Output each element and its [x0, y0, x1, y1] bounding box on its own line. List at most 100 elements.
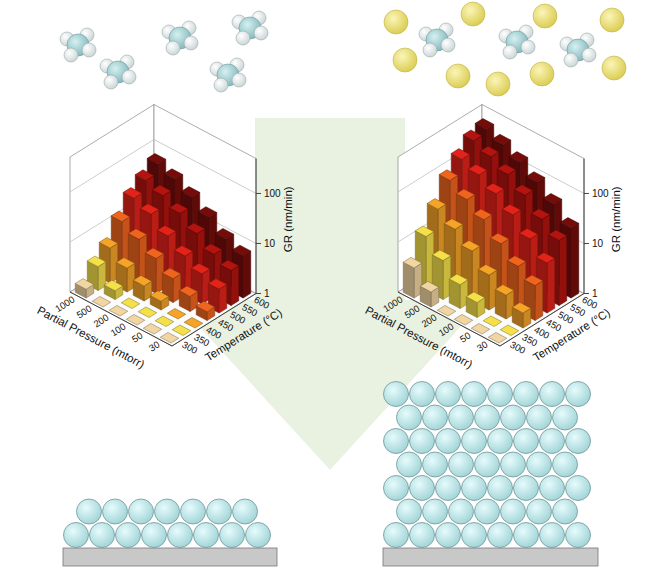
co-reactant-atom: [393, 48, 417, 72]
film-atom: [566, 382, 591, 407]
film-atom: [553, 452, 578, 477]
bar-top: [514, 185, 533, 196]
bar-top: [548, 230, 567, 241]
bar-face: [403, 262, 414, 298]
h-atom: [82, 43, 96, 57]
film-atom: [488, 523, 513, 548]
bar-top: [420, 281, 439, 292]
film: [383, 382, 598, 567]
bar-face: [571, 223, 579, 298]
bar-top: [145, 248, 164, 259]
value-axis: [256, 159, 257, 294]
category-label: 100: [108, 321, 127, 339]
film-atom: [181, 499, 206, 524]
film-atom: [90, 523, 115, 548]
bar-top: [461, 240, 480, 251]
bar-top: [560, 218, 579, 229]
tick-mark: [256, 193, 261, 194]
bar-top: [123, 188, 142, 199]
bar-top: [232, 245, 251, 256]
bar-top: [478, 265, 497, 276]
precursor-molecule: [60, 28, 96, 62]
bar: [483, 316, 502, 327]
co-reactant-atom: [446, 64, 470, 88]
bar-top: [196, 301, 215, 312]
bar-top: [497, 164, 516, 175]
bar-top: [466, 292, 485, 303]
film-atom: [233, 499, 258, 524]
tick-label: 100: [592, 188, 609, 199]
bar-top: [451, 149, 470, 160]
film-atom: [540, 523, 565, 548]
bar-top: [468, 164, 487, 175]
axis-title: Partial Pressure (mtorr): [35, 304, 146, 371]
bar-top: [147, 154, 166, 165]
chart-3d: 110100GR (nm/min)10005002001005030Partia…: [363, 105, 622, 371]
film-atom: [423, 452, 448, 477]
bar-top: [415, 226, 434, 237]
category-label: 50: [458, 330, 473, 345]
tick-mark: [584, 193, 589, 194]
bar-top: [208, 279, 227, 290]
film-atom: [129, 499, 154, 524]
bar-top: [485, 183, 504, 194]
film-atom: [462, 429, 487, 454]
bar-top: [403, 257, 422, 268]
bar-top: [104, 280, 123, 291]
axis-title: Partial Pressure (mtorr): [363, 304, 474, 371]
film-atom: [410, 523, 435, 548]
h-atom: [104, 75, 118, 89]
bar-top: [444, 219, 463, 230]
bar-top: [198, 207, 217, 218]
bar-top: [483, 316, 502, 327]
film-atom: [566, 429, 591, 454]
film-atom: [168, 523, 193, 548]
bar-face: [559, 236, 567, 306]
bar-top: [215, 228, 234, 239]
bar-top: [174, 246, 193, 257]
bar: [466, 292, 485, 318]
bar: [138, 307, 157, 318]
gas-phase: [60, 2, 626, 566]
bar-top: [186, 223, 205, 234]
film-atom: [436, 429, 461, 454]
category-label: 100: [436, 321, 455, 339]
bar-top: [480, 146, 499, 157]
film-atom: [436, 476, 461, 501]
film-atom: [501, 405, 526, 430]
bar-top: [167, 308, 186, 319]
film-atom: [553, 405, 578, 430]
category-label: 500: [74, 303, 93, 321]
bar-top: [492, 134, 511, 145]
bar-top: [138, 307, 157, 318]
film-atom: [462, 523, 487, 548]
bar-top: [495, 285, 514, 296]
film-atom: [449, 452, 474, 477]
film-atom: [423, 405, 448, 430]
bar-face: [547, 258, 555, 313]
bar-top: [524, 275, 543, 286]
bar-top: [75, 279, 94, 290]
precursor-molecule: [560, 33, 596, 67]
film-atom: [410, 382, 435, 407]
bar-top: [140, 204, 159, 215]
h-atom: [503, 45, 517, 59]
film-atom: [553, 499, 578, 524]
co-reactant-atom: [602, 56, 626, 80]
chart-3d: 110100GR (nm/min)10005002001005030Partia…: [35, 105, 294, 371]
film-atom: [410, 429, 435, 454]
film-atom: [488, 476, 513, 501]
bar: [500, 325, 519, 336]
bar-top: [184, 317, 203, 328]
h-atom: [122, 70, 136, 84]
film-atom: [220, 523, 245, 548]
film-atom: [449, 405, 474, 430]
co-reactant-atom: [530, 62, 554, 86]
h-atom: [441, 38, 455, 52]
film-atom: [436, 382, 461, 407]
film-atom: [384, 382, 409, 407]
film-atom: [475, 499, 500, 524]
precursor-molecule: [499, 25, 535, 59]
bar-top: [427, 199, 446, 210]
film-atom: [77, 499, 102, 524]
